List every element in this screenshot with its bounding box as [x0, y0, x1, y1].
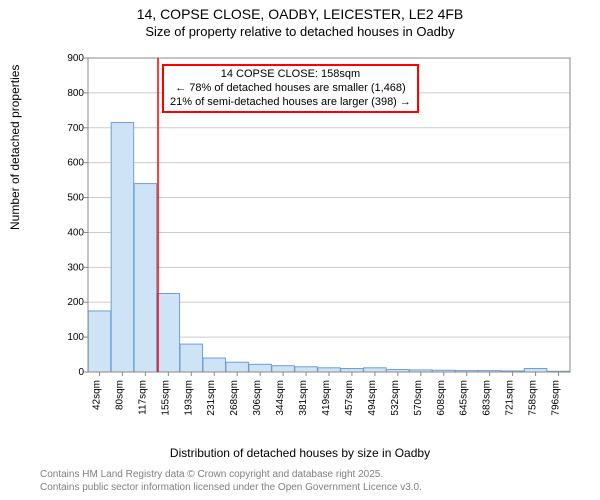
svg-text:608sqm: 608sqm [436, 380, 447, 416]
svg-text:100: 100 [67, 332, 84, 343]
chart-area: 0 100 200 300 400 500 600 700 800 900 42sqm 80sqm 11… [56, 52, 576, 422]
annotation-box: 14 COPSE CLOSE: 158sqm ← 78% of detached… [162, 64, 419, 113]
title-sub: Size of property relative to detached ho… [0, 24, 600, 40]
annotation-line1: 14 COPSE CLOSE: 158sqm [170, 68, 411, 82]
svg-text:400: 400 [67, 227, 84, 238]
svg-text:0: 0 [78, 367, 84, 378]
svg-text:900: 900 [67, 53, 84, 64]
svg-text:193sqm: 193sqm [183, 380, 194, 416]
svg-text:721sqm: 721sqm [505, 380, 516, 416]
footer-line2: Contains public sector information licen… [40, 482, 422, 495]
y-axis-label: Number of detached properties [8, 65, 22, 230]
svg-text:419sqm: 419sqm [321, 380, 332, 416]
svg-text:80sqm: 80sqm [114, 380, 125, 410]
svg-text:155sqm: 155sqm [160, 380, 171, 416]
footer-line1: Contains HM Land Registry data © Crown c… [40, 469, 422, 482]
svg-text:700: 700 [67, 123, 84, 134]
svg-text:306sqm: 306sqm [252, 380, 263, 416]
svg-text:500: 500 [67, 193, 84, 204]
svg-text:532sqm: 532sqm [390, 380, 401, 416]
svg-text:758sqm: 758sqm [528, 380, 539, 416]
x-axis-label: Distribution of detached houses by size … [0, 446, 600, 460]
svg-text:117sqm: 117sqm [137, 380, 148, 415]
svg-text:268sqm: 268sqm [229, 380, 240, 416]
svg-text:381sqm: 381sqm [298, 380, 309, 416]
footer: Contains HM Land Registry data © Crown c… [40, 469, 422, 494]
svg-text:683sqm: 683sqm [482, 380, 493, 416]
svg-text:344sqm: 344sqm [275, 380, 286, 416]
svg-text:42sqm: 42sqm [91, 380, 102, 410]
svg-text:200: 200 [67, 297, 84, 308]
title-block: 14, COPSE CLOSE, OADBY, LEICESTER, LE2 4… [0, 0, 600, 40]
title-main: 14, COPSE CLOSE, OADBY, LEICESTER, LE2 4… [0, 6, 600, 24]
svg-text:300: 300 [67, 262, 84, 273]
svg-text:494sqm: 494sqm [367, 380, 378, 416]
svg-text:800: 800 [67, 88, 84, 99]
svg-text:231sqm: 231sqm [206, 380, 217, 416]
svg-text:796sqm: 796sqm [551, 380, 562, 416]
annotation-line3: 21% of semi-detached houses are larger (… [170, 96, 411, 110]
svg-text:600: 600 [67, 158, 84, 169]
svg-text:457sqm: 457sqm [344, 380, 355, 416]
svg-text:645sqm: 645sqm [459, 380, 470, 416]
annotation-line2: ← 78% of detached houses are smaller (1,… [170, 82, 411, 96]
svg-text:570sqm: 570sqm [413, 380, 424, 416]
chart-container: 14, COPSE CLOSE, OADBY, LEICESTER, LE2 4… [0, 0, 600, 500]
